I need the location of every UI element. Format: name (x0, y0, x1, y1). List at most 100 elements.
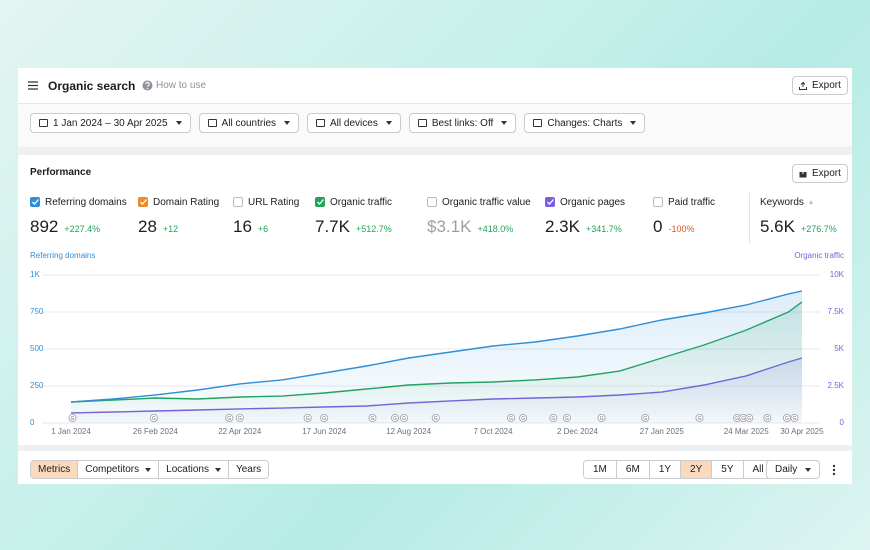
update-marker[interactable]: G (431, 413, 440, 422)
metric-label: URL Rating (248, 196, 300, 208)
marker-circle (431, 413, 440, 422)
y-axis-title: Referring domains (30, 251, 95, 260)
x-tick-label: 7 Oct 2024 (473, 427, 513, 436)
update-marker[interactable]: G (225, 413, 234, 422)
caret (214, 467, 221, 472)
marker-circle (149, 413, 158, 422)
export-button[interactable]: Export (792, 164, 848, 183)
marker-circle (507, 413, 516, 422)
update-marker[interactable]: G (507, 413, 516, 422)
filter-button[interactable]: Best links: Off (408, 113, 517, 133)
update-marker[interactable]: G (149, 413, 158, 422)
menu-icon[interactable] (28, 81, 38, 90)
range-button[interactable]: All (742, 461, 773, 478)
x-tick-label: 2 Dec 2024 (557, 427, 598, 436)
marker-label: G (600, 416, 604, 422)
update-marker[interactable]: G (641, 413, 650, 422)
update-marker[interactable]: G (320, 413, 329, 422)
update-marker[interactable]: G (695, 413, 704, 422)
marker-circle (320, 413, 329, 422)
x-tick-label: 12 Aug 2024 (386, 427, 431, 436)
interval-label: Daily (775, 464, 798, 475)
marker-label: G (565, 416, 569, 422)
checkbox[interactable] (427, 197, 437, 207)
checkbox[interactable] (653, 197, 663, 207)
interval-select[interactable]: Daily (766, 460, 821, 479)
checkbox[interactable] (545, 197, 555, 207)
help-icon[interactable] (142, 80, 153, 91)
chart: Referring domains Organic traffic 0 250 500 7… (30, 251, 845, 436)
metric-value-row: $3.1K +418.0% (427, 217, 531, 237)
metric-change: +227.4% (64, 224, 101, 234)
metric-label: Organic traffic value (442, 196, 531, 208)
update-marker[interactable]: G (790, 413, 799, 422)
marker-circle (68, 413, 77, 422)
update-marker[interactable]: G (519, 413, 528, 422)
metric-value: 892 (30, 217, 59, 236)
range-button[interactable]: 1M (584, 461, 616, 478)
metric-header: Referring domains (30, 195, 127, 209)
range-label: 1M (593, 464, 607, 475)
range-button[interactable]: 2Y (680, 461, 712, 478)
performance-panel: Performance Export Referring domains 892 +… (18, 155, 852, 445)
marker-circle (235, 413, 244, 422)
tab[interactable]: Locations (158, 461, 228, 478)
marker-circle (695, 413, 704, 422)
caret (385, 121, 392, 125)
marker-label: G (393, 416, 397, 422)
y-tick-label: 500 (30, 344, 44, 353)
update-marker[interactable]: G (782, 413, 791, 422)
update-marker[interactable]: G (391, 413, 400, 422)
update-marker[interactable]: G (745, 413, 754, 422)
metric: Organic pages 2.3K +341.7% (545, 195, 625, 237)
update-marker[interactable]: G (303, 413, 312, 422)
update-marker[interactable]: G (763, 413, 772, 422)
metric: Keywords 5.6K +276.7% (760, 195, 837, 237)
update-marker[interactable]: G (400, 413, 409, 422)
check (31, 199, 39, 205)
range-label: All (752, 464, 764, 475)
update-marker[interactable]: G (368, 413, 377, 422)
filter-button[interactable]: All devices (307, 113, 401, 133)
export-button[interactable]: Export (792, 76, 848, 95)
tab[interactable]: Metrics (31, 461, 78, 478)
range-button[interactable]: 1Y (648, 461, 681, 478)
help-link[interactable]: How to use (156, 80, 207, 91)
separator (18, 147, 852, 155)
x-tick-label: 26 Feb 2024 (133, 427, 178, 436)
marker-label: G (306, 416, 310, 422)
range-label: 5Y (721, 464, 734, 475)
more-menu[interactable] (832, 464, 836, 476)
marker-label: G (735, 416, 739, 422)
checkbox[interactable] (30, 197, 40, 207)
checkbox[interactable] (233, 197, 243, 207)
marker-label: G (322, 416, 326, 422)
checkbox[interactable] (315, 197, 325, 207)
filter-button[interactable]: All countries (198, 113, 300, 133)
tab[interactable]: Competitors (77, 461, 159, 478)
metric: Referring domains 892 +227.4% (30, 195, 127, 237)
range-button[interactable]: 5Y (711, 461, 743, 478)
marker-circle (745, 413, 754, 422)
marker-label: G (71, 416, 75, 422)
update-marker[interactable]: G (549, 413, 558, 422)
marker-label: G (785, 416, 789, 422)
separator (18, 445, 852, 451)
y2-axis-title: Organic traffic (794, 251, 844, 260)
range-button[interactable]: 6M (615, 461, 649, 478)
filter-button[interactable]: Changes: Charts (524, 113, 646, 133)
update-marker[interactable]: G (235, 413, 244, 422)
update-marker[interactable]: G (597, 413, 606, 422)
update-marker[interactable]: G (68, 413, 77, 422)
marker-circle (400, 413, 409, 422)
sort-icon (808, 200, 813, 204)
marker-circle (519, 413, 528, 422)
marker-label: G (238, 416, 242, 422)
filter-icon (207, 119, 217, 127)
tab[interactable]: Years (227, 461, 269, 478)
filter-button[interactable]: 1 Jan 2024 – 30 Apr 2025 (30, 113, 191, 133)
update-marker[interactable]: G (562, 413, 571, 422)
metric-header: Domain Rating (138, 195, 219, 209)
metric-value: 0 (653, 217, 663, 236)
checkbox[interactable] (138, 197, 148, 207)
